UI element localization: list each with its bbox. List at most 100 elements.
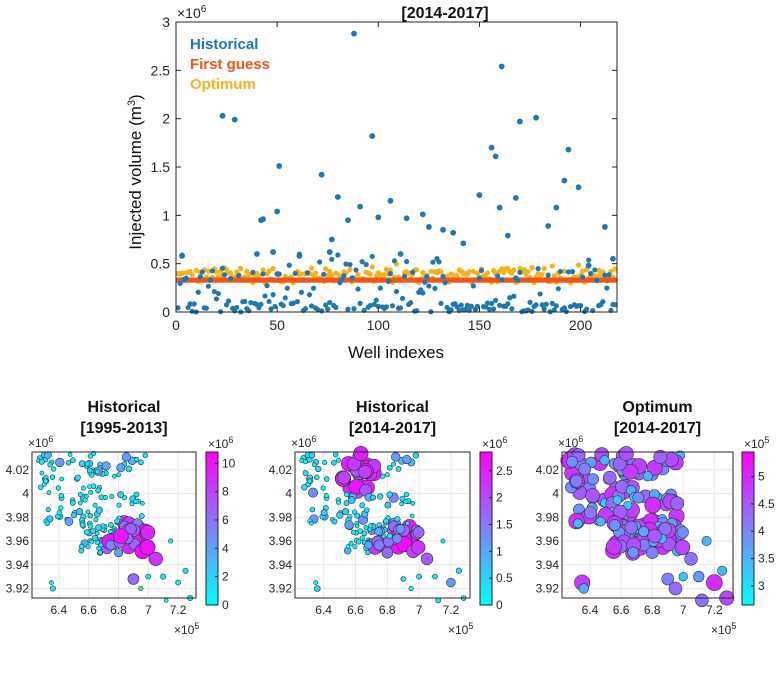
well-point [408,585,414,592]
panel-x-tick-label: 7 [145,603,152,617]
panel-x-tick-label: 6.6 [613,603,630,617]
well-point [91,534,99,542]
panel-x-exp-power: 5 [731,621,736,631]
optimum-point [474,270,481,276]
historical-point [602,272,608,278]
well-point [75,508,84,516]
panel-points [299,445,467,604]
optimum-point [244,268,250,274]
well-point [117,491,124,498]
panel-y-tick-label: 4.02 [269,463,293,477]
well-point [78,460,86,468]
historical-point-high [351,30,357,37]
historical-point [294,299,300,305]
historical-point [250,269,256,275]
well-point [125,465,133,473]
historical-point [385,278,392,285]
well-point [49,474,56,480]
historical-point-high [575,184,582,191]
well-point [47,462,53,468]
historical-point-high [476,192,483,198]
well-point [661,572,675,586]
well-point [358,464,372,479]
historical-point [333,304,339,310]
colorbar-exp-base: ×10 [482,437,503,451]
well-point [313,580,319,585]
well-point [43,478,49,484]
historical-point-high [270,249,277,255]
well-point [573,518,583,529]
historical-point [270,292,276,298]
top-y-tick-label: 1.5 [151,159,171,175]
historical-point-high [565,146,572,153]
panel-y-tick-label: 3.98 [536,510,560,524]
panel-y-exp-base: ×10 [28,436,49,450]
well-point [384,501,392,509]
historical-point [329,256,335,262]
historical-point [371,301,377,308]
well-point [56,510,62,516]
optimum-point [213,269,220,275]
historical-point [482,304,489,310]
well-point [93,517,99,523]
optimum-point [539,271,545,278]
historical-point [276,271,282,277]
panel-points [36,451,194,603]
well-point [87,453,93,459]
well-point [101,461,111,471]
historical-point [448,307,454,313]
historical-point [205,283,211,289]
optimum-point [179,270,185,276]
well-point [608,519,621,531]
optimum-point [260,267,266,273]
colorbar-tick-label: 3 [758,579,765,593]
well-point [140,524,156,540]
legend-entry-optimum: Optimum [190,76,256,93]
historical-point [302,306,309,312]
well-point [355,539,362,545]
historical-point [569,269,576,275]
historical-point [414,308,420,314]
historical-point-high [375,214,382,221]
optimum-point [580,268,586,274]
well-point [69,499,76,506]
optimum-point [205,268,211,274]
historical-point [351,306,357,312]
historical-point [580,274,586,280]
historical-point-high [425,224,432,230]
colorbar-tick-label: 8 [222,485,229,499]
well-point [586,473,599,486]
well-point [578,462,591,476]
historical-point [175,305,181,311]
optimum-point [438,269,444,275]
historical-point-high [334,194,341,200]
well-point [446,577,456,588]
optimum-point [312,270,319,276]
well-point [624,520,639,535]
well-point [69,457,76,464]
historical-point [491,306,497,312]
historical-point-high [561,177,568,184]
historical-point [191,301,197,307]
well-point [385,472,390,478]
well-point [336,511,344,519]
well-point [67,452,73,457]
historical-point [545,272,551,278]
panel-x-tick-label: 6.4 [582,603,599,617]
well-point [331,459,337,466]
well-point [116,502,122,508]
historical-point [557,268,563,275]
historical-point [438,300,444,307]
historical-point-high [296,253,303,259]
historical-point [268,306,274,312]
well-point [142,452,148,459]
historical-point [551,307,557,313]
well-point [409,513,415,519]
well-point [684,552,698,566]
colorbar-exp-power: 5 [764,435,769,445]
well-point [344,491,350,498]
historical-point [422,279,428,285]
well-point [676,526,689,539]
well-point [368,523,374,529]
historical-point [604,285,610,291]
